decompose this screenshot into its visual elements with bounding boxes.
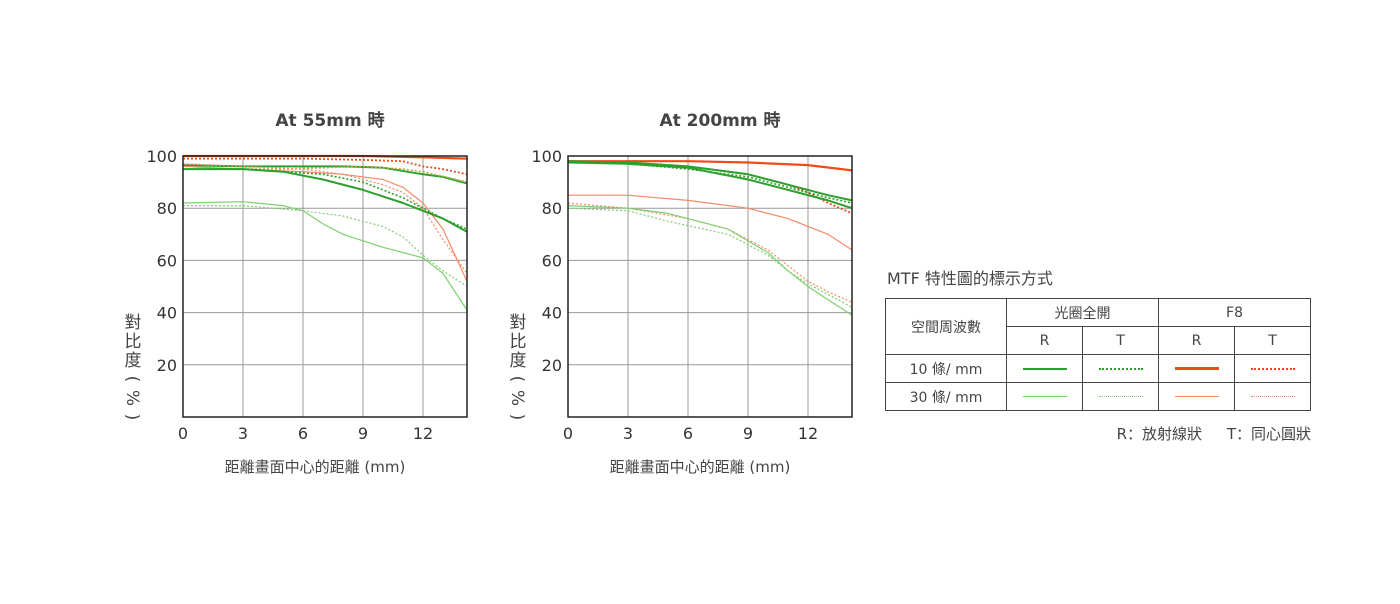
- y-axis-label-char: (: [122, 376, 142, 383]
- series-f8-30-r: [182, 165, 468, 282]
- legend-header-open-aperture: 光圈全開: [1006, 298, 1159, 327]
- y-tick-label: 80: [157, 199, 177, 218]
- x-axis-label: 距離畫面中心的距離 (mm): [225, 458, 406, 476]
- chart-title: At 55mm 時: [275, 110, 384, 131]
- series-f8-30-r: [568, 194, 853, 251]
- y-tick-label: 40: [157, 304, 177, 323]
- swatch-open-10-r: [1022, 367, 1067, 370]
- legend-col-f8-t: T: [1234, 326, 1311, 355]
- x-tick-label: 9: [358, 424, 368, 443]
- y-axis-label-char: 度: [125, 351, 142, 371]
- x-tick-label: 6: [298, 424, 308, 443]
- y-tick-label: 20: [157, 356, 177, 375]
- x-tick-label: 0: [178, 424, 188, 443]
- legend-row-10: 10 條/ mm: [885, 354, 1007, 383]
- series-f8-30-t: [567, 202, 853, 303]
- swatch-f8-10-t: [1250, 367, 1295, 370]
- y-axis-label-char: 比: [510, 332, 527, 352]
- y-axis-label-char: ): [122, 414, 142, 421]
- y-axis-label-char: 比: [125, 332, 142, 352]
- y-axis-label-char: (: [507, 376, 527, 383]
- legend-row-30: 30 條/ mm: [885, 382, 1007, 411]
- x-tick-label: 6: [683, 424, 693, 443]
- chart-title: At 200mm 時: [659, 110, 780, 131]
- y-tick-label: 40: [542, 304, 562, 323]
- series-open-30-t: [183, 205, 468, 288]
- x-tick-label: 3: [238, 424, 248, 443]
- legend-col-f8-r: R: [1158, 326, 1235, 355]
- series-open-10-t: [183, 165, 468, 183]
- legend-panel: MTF 特性圖的標示方式 空間周波數 光圈全開 F8 R T R T 10 條/…: [885, 268, 1315, 444]
- swatch-open-30-r: [1022, 396, 1067, 397]
- y-tick-label: 20: [542, 356, 562, 375]
- legend-header-f8: F8: [1158, 298, 1311, 327]
- legend-header-frequency: 空間周波數: [885, 298, 1007, 355]
- y-tick-label: 80: [542, 199, 562, 218]
- y-tick-label: 60: [157, 251, 177, 270]
- y-tick-label: 100: [146, 147, 177, 166]
- swatch-f8-10-r: [1174, 367, 1219, 370]
- legend-note: R：放射線狀 T：同心圓狀: [885, 423, 1315, 444]
- y-axis-label-char: 度: [510, 351, 527, 371]
- series-open-30-r: [182, 201, 468, 311]
- y-axis-label-char: %: [122, 390, 142, 406]
- series-open-10-t-g: [183, 168, 468, 230]
- swatch-open-30-t: [1098, 396, 1143, 397]
- y-tick-label: 100: [531, 147, 562, 166]
- x-axis-label: 距離畫面中心的距離 (mm): [610, 458, 791, 476]
- swatch-f8-30-r: [1174, 396, 1219, 397]
- plot-frame: [182, 155, 468, 418]
- series-f8-10-r: [568, 160, 853, 172]
- legend-note-r: R：放射線狀: [1116, 425, 1203, 443]
- x-tick-label: 12: [798, 424, 818, 443]
- series-open-30-t: [567, 207, 853, 308]
- x-tick-label: 3: [623, 424, 633, 443]
- series-f8-10-t: [183, 157, 468, 176]
- y-axis-label-char: 對: [125, 313, 142, 333]
- x-tick-label: 0: [563, 424, 573, 443]
- series-open-10-t-g: [567, 160, 853, 204]
- plot-frame: [567, 155, 853, 418]
- series-open-10-r-g: [567, 160, 853, 202]
- y-axis-label-char: 對: [510, 313, 527, 333]
- chart-1: At 55mm 時 0 3 6 9 12 20 40 60 80 100 距離畫面中心的距離 (mm)…: [122, 110, 468, 476]
- legend-col-open-r: R: [1006, 326, 1083, 355]
- y-axis-label-char: ): [507, 414, 527, 421]
- series-f8-30-t: [182, 163, 468, 274]
- legend-table: 空間周波數 光圈全開 F8 R T R T 10 條/ mm 30 條/ mm: [885, 298, 1311, 411]
- y-tick-label: 60: [542, 251, 562, 270]
- chart-2: At 200mm 時 0 3 6 9 12 20 40 60 80 100 距離畫面中心的距離 (mm…: [507, 110, 853, 476]
- legend-note-t: T：同心圓狀: [1226, 425, 1311, 443]
- y-axis-label-char: %: [507, 390, 527, 406]
- series-open-30-r: [567, 205, 853, 316]
- x-tick-label: 12: [413, 424, 433, 443]
- series-open-10-r-g: [183, 168, 468, 233]
- swatch-open-10-t: [1098, 367, 1143, 370]
- swatch-f8-30-t: [1250, 396, 1295, 397]
- x-tick-label: 9: [743, 424, 753, 443]
- legend-col-open-t: T: [1082, 326, 1159, 355]
- legend-title: MTF 特性圖的標示方式: [887, 269, 1053, 288]
